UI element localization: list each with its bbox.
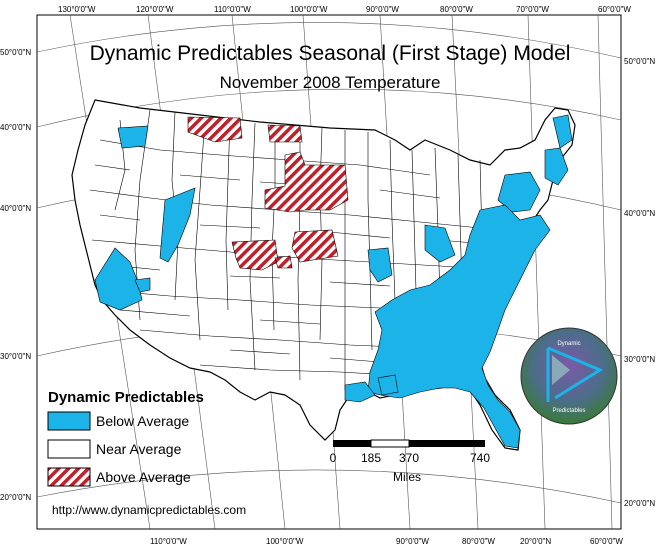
- grat-top-60w: 60°0'0"W: [598, 5, 631, 14]
- grat-bottom-80w: 80°0'0"W: [462, 537, 495, 546]
- region-oh-valley: [424, 224, 456, 263]
- website-url[interactable]: http://www.dynamicpredictables.com: [52, 503, 246, 517]
- scale-tick-0: 0: [330, 451, 337, 465]
- scale-seg-2: [370, 439, 410, 448]
- legend-label-near: Near Average: [96, 441, 182, 457]
- grat-left-20n: 20°0'0"N: [0, 493, 31, 502]
- grat-left-30n: 30°0'0"N: [0, 352, 31, 361]
- scale-tick-370: 370: [399, 451, 419, 465]
- legend-label-above: Above Average: [96, 469, 191, 485]
- region-ca-strip: [134, 277, 151, 293]
- scale-tick-185: 185: [361, 451, 381, 465]
- grat-bottom-100w: 100°0'0"W: [266, 537, 304, 546]
- logo-text-bottom: Predictables: [552, 408, 585, 414]
- legend-swatch-near: [47, 439, 91, 459]
- grat-bottom-110w: 110°0'0"W: [150, 537, 187, 546]
- grat-top-70w: 70°0'0"W: [516, 5, 549, 14]
- region-wa: [117, 125, 149, 149]
- region-nevada-strip: [159, 187, 196, 263]
- region-co: [231, 239, 279, 271]
- grat-right-50n: 50°0'0"N: [624, 57, 655, 66]
- region-east-coast: [367, 204, 551, 449]
- scale-seg-3: [409, 440, 485, 447]
- grat-top-80w: 80°0'0"W: [440, 5, 473, 14]
- legend: Dynamic Predictables Below Average Near …: [47, 389, 204, 487]
- grat-right-40n: 40°0'0"N: [624, 209, 655, 218]
- legend-swatch-below: [47, 411, 91, 431]
- graticule-labels: 130°0'0"W 120°0'0"W 110°0'0"W 100°0'0"W …: [0, 5, 655, 546]
- legend-swatch-above: [47, 467, 91, 487]
- grat-top-120w: 120°0'0"W: [136, 5, 174, 14]
- region-ms-valley: [367, 247, 393, 283]
- region-la: [377, 374, 399, 396]
- region-maine: [552, 114, 573, 149]
- scale-tick-740: 740: [470, 451, 490, 465]
- grat-top-90w: 90°0'0"W: [366, 5, 399, 14]
- legend-title: Dynamic Predictables: [48, 389, 204, 406]
- map-title: Dynamic Predictables Seasonal (First Sta…: [90, 42, 571, 65]
- region-ny: [497, 171, 541, 213]
- grat-right-20n: 20°0'0"N: [624, 499, 655, 508]
- logo-text-top: Dynamic: [557, 341, 580, 347]
- grat-top-110w: 110°0'0"W: [214, 5, 251, 14]
- below-average-regions: [94, 114, 573, 449]
- scale-seg-1: [333, 440, 371, 447]
- scale-unit: Miles: [393, 470, 421, 484]
- legend-label-below: Below Average: [96, 413, 189, 429]
- grat-right-30n: 30°0'0"N: [624, 355, 655, 364]
- dynamic-predictables-logo: Dynamic Predictables: [520, 327, 618, 425]
- grat-top-130w: 130°0'0"W: [58, 5, 96, 14]
- scale-bar: 0 185 370 740 Miles: [330, 439, 490, 484]
- grat-left-40n-b: 40°0'0"N: [0, 204, 31, 213]
- region-ks: [291, 229, 339, 263]
- us-map: [71, 99, 576, 451]
- region-ks-small: [274, 255, 293, 269]
- region-nd-north: [267, 124, 303, 143]
- grat-bottom-60w: 60°0'0"W: [590, 537, 623, 546]
- region-plains-north: [264, 151, 349, 213]
- region-mt-north: [187, 116, 243, 143]
- region-ne: [544, 147, 569, 186]
- grat-left-50n: 50°0'0"N: [0, 48, 31, 57]
- grat-bottom-20n: 20°0'0"N: [520, 537, 551, 546]
- region-gulf-tx: [344, 381, 376, 403]
- above-average-regions: [187, 116, 349, 271]
- grat-top-100w: 100°0'0"W: [290, 5, 328, 14]
- grat-bottom-90w: 90°0'0"W: [396, 537, 429, 546]
- map-subtitle: November 2008 Temperature: [220, 73, 441, 92]
- grat-left-40n-a: 40°0'0"N: [0, 123, 31, 132]
